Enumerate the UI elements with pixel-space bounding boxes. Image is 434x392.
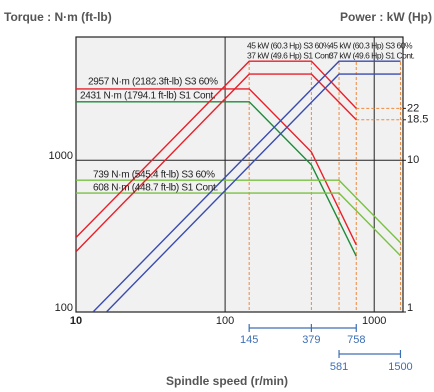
speed-marker-label: 145 [240, 334, 258, 346]
x-tick-label: 10 [70, 315, 82, 327]
curve [76, 192, 401, 257]
speed-marker-label: 1500 [388, 361, 412, 373]
annotation: 45 kW (60.3 Hp) S3 60% [329, 40, 413, 50]
annotation: 2431 N·m (1794.1 ft-lb) S1 Cont. [80, 91, 215, 102]
y2-tick-label: 10 [407, 154, 419, 166]
plot-border [75, 36, 404, 313]
x-tick-label: 100 [216, 315, 234, 327]
y-tick-label: 100 [55, 302, 73, 314]
curve [105, 73, 401, 312]
speed-marker-label: 581 [330, 361, 348, 373]
curve [92, 60, 401, 312]
curves [76, 60, 401, 312]
annotation: 45 kW (60.3 Hp) S3 60% [247, 40, 331, 50]
curve [76, 60, 357, 238]
x-tick-label: 1000 [362, 315, 386, 327]
y2-axis-title: Power : kW (Hp) [340, 10, 432, 24]
annotation: 2957 N·m (2182.3ft-lb) S3 60% [88, 77, 218, 88]
speed-marker-label: 379 [302, 334, 320, 346]
y-axis-title: Torque : N·m (ft-lb) [4, 10, 112, 24]
annotation: 37 kW (49.6 Hp) S1 Cont. [329, 50, 414, 60]
annotation: 37 kW (49.6 Hp) S1 Cont. [247, 50, 332, 60]
curve [76, 179, 401, 244]
annotation: 739 N·m (545.4 ft-lb) S3 60% [93, 170, 215, 181]
annotation: 608 N·m (448.7 ft-lb) S1 Cont. [93, 183, 218, 194]
curve [76, 73, 357, 253]
speed-marker-label: 758 [347, 334, 365, 346]
y2-tick-label: 1 [407, 302, 413, 314]
y-tick-label: 1000 [49, 150, 73, 162]
y2-tick-label: 22 [407, 102, 419, 114]
x-axis-title: Spindle speed (r/min) [166, 374, 288, 388]
plot-area [76, 37, 403, 312]
y2-tick-label: 18.5 [407, 114, 428, 126]
